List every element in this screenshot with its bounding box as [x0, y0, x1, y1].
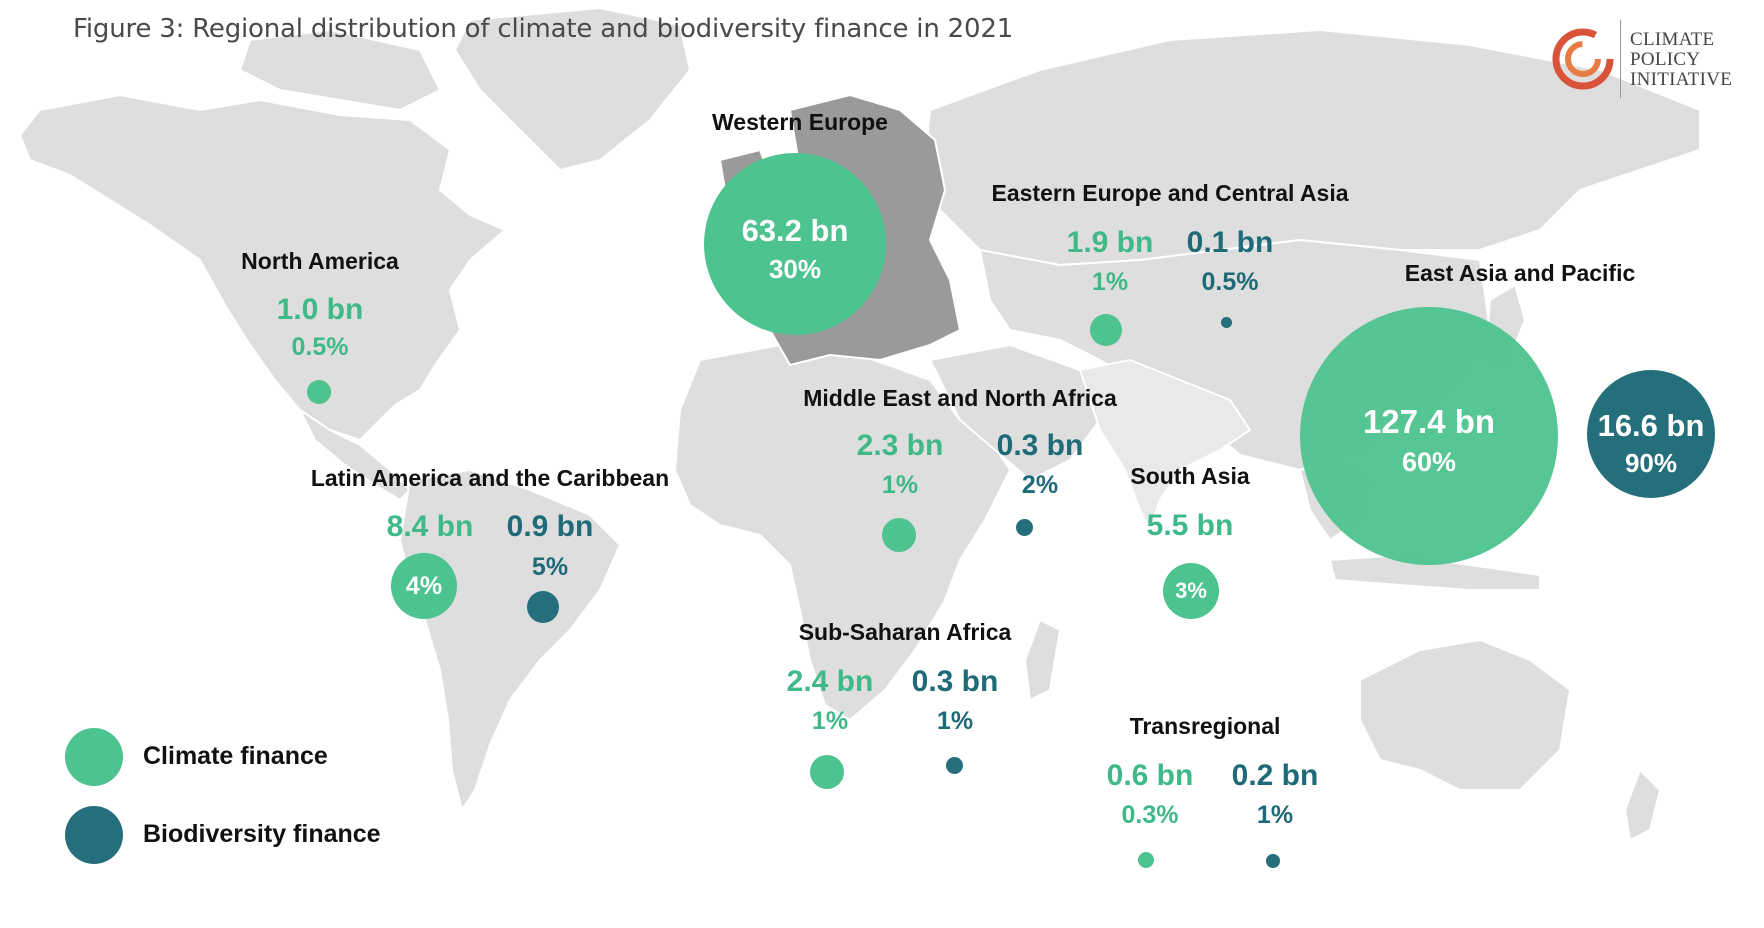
south-asia-climate-amount: 5.5 bn	[1146, 509, 1234, 542]
mena-bio-amount: 0.3 bn	[996, 429, 1084, 462]
eastern-europe-bio-bubble	[1221, 317, 1232, 328]
region-label-north-america: North America	[241, 248, 399, 274]
east-asia-bio-amount: 16.6 bn	[1597, 408, 1705, 443]
mena-bio-share: 2%	[1021, 471, 1059, 499]
north-america-climate-amount: 1.0 bn	[276, 293, 364, 326]
region-label-eastern-europe: Eastern Europe and Central Asia	[991, 180, 1349, 206]
north-america-shape	[18, 93, 507, 442]
logo-wordmark: CLIMATE POLICY INITIATIVE	[1630, 30, 1732, 90]
ssa-bio-amount: 0.3 bn	[911, 665, 999, 698]
eastern-europe-climate-amount: 1.9 bn	[1066, 226, 1154, 259]
central-america-shape	[297, 407, 412, 502]
transregional-climate-share: 0.3%	[1121, 801, 1179, 829]
region-label-east-asia: East Asia and Pacific	[1404, 260, 1636, 286]
western-europe-climate-amount: 63.2 bn	[741, 213, 849, 248]
latin-america-climate-share: 4%	[405, 572, 443, 600]
eastern-europe-bio-amount: 0.1 bn	[1186, 226, 1274, 259]
east-asia-climate-share: 60%	[1401, 447, 1457, 477]
logo-line-1: CLIMATE	[1630, 29, 1715, 50]
latin-america-climate-amount: 8.4 bn	[386, 510, 474, 543]
legend-biodiversity-swatch	[65, 806, 123, 864]
mena-climate-bubble	[882, 518, 916, 552]
western-europe-climate-bubble	[704, 153, 886, 335]
latin-america-bio-bubble	[527, 591, 559, 623]
mena-climate-share: 1%	[881, 471, 919, 499]
east-asia-climate-bubble	[1300, 307, 1558, 565]
transregional-bio-amount: 0.2 bn	[1231, 759, 1319, 792]
east-asia-climate-amount: 127.4 bn	[1362, 403, 1496, 440]
region-label-transregional: Transregional	[1129, 713, 1281, 739]
legend-climate-label: Climate finance	[143, 742, 328, 770]
mena-bio-bubble	[1016, 519, 1033, 536]
south-america-shape	[398, 468, 622, 813]
region-label-mena: Middle East and North Africa	[803, 385, 1117, 411]
cpi-logo: CLIMATE POLICY INITIATIVE	[1552, 14, 1756, 98]
transregional-climate-bubble	[1138, 852, 1154, 868]
latin-america-bio-share: 5%	[531, 553, 569, 581]
latin-america-bio-amount: 0.9 bn	[506, 510, 594, 543]
cpi-swirl-logo-icon	[1552, 28, 1614, 90]
south-asia-shape	[1078, 358, 1252, 533]
east-asia-bio-share: 90%	[1624, 448, 1678, 478]
new-zealand-shape	[1623, 768, 1662, 842]
africa-shape	[673, 343, 1012, 722]
eastern-europe-climate-share: 1%	[1091, 268, 1129, 296]
south-asia-climate-share: 3%	[1175, 578, 1207, 603]
figure-title: Figure 3: Regional distribution of clima…	[73, 14, 1014, 44]
region-label-ssa: Sub-Saharan Africa	[798, 619, 1012, 645]
north-america-climate-bubble	[307, 380, 331, 404]
madagascar-shape	[1023, 618, 1062, 702]
middle-east-shape	[928, 343, 1102, 482]
transregional-bio-share: 1%	[1256, 801, 1294, 829]
logo-line-2: POLICY	[1630, 49, 1701, 70]
region-label-western-europe: Western Europe	[712, 109, 888, 135]
ssa-climate-share: 1%	[811, 707, 849, 735]
north-america-climate-share: 0.5%	[291, 333, 349, 361]
ssa-bio-share: 1%	[936, 707, 974, 735]
arctic-islands-shape	[238, 28, 442, 112]
ssa-climate-bubble	[810, 755, 844, 789]
transregional-bio-bubble	[1266, 854, 1280, 868]
australia-shape	[1359, 638, 1572, 791]
transregional-climate-amount: 0.6 bn	[1106, 759, 1194, 792]
east-asia-bio-bubble	[1587, 370, 1715, 498]
ssa-bio-bubble	[946, 757, 963, 774]
south-asia-climate-bubble	[1163, 563, 1219, 619]
legend-biodiversity-label: Biodiversity finance	[143, 820, 381, 848]
mena-climate-amount: 2.3 bn	[856, 429, 944, 462]
greenland-shape	[453, 6, 692, 172]
eastern-europe-bio-share: 0.5%	[1201, 268, 1259, 296]
ssa-climate-amount: 2.4 bn	[786, 665, 874, 698]
region-label-south-asia: South Asia	[1130, 463, 1250, 489]
eastern-europe-climate-bubble	[1090, 314, 1122, 346]
latin-america-climate-bubble	[391, 553, 457, 619]
western-europe-climate-share: 30%	[768, 254, 822, 284]
logo-divider	[1620, 20, 1621, 98]
logo-line-3: INITIATIVE	[1630, 69, 1733, 90]
region-label-latin-america: Latin America and the Caribbean	[310, 465, 670, 491]
legend-climate-swatch	[65, 728, 123, 786]
